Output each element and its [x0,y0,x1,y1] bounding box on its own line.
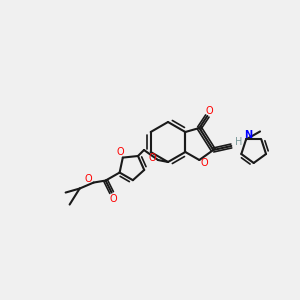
Text: O: O [200,158,208,168]
Text: H: H [235,137,242,147]
Text: N: N [244,130,252,140]
Text: O: O [85,173,92,184]
Text: O: O [117,147,124,157]
Text: O: O [110,194,117,203]
Text: O: O [206,106,213,116]
Text: O: O [148,153,156,163]
